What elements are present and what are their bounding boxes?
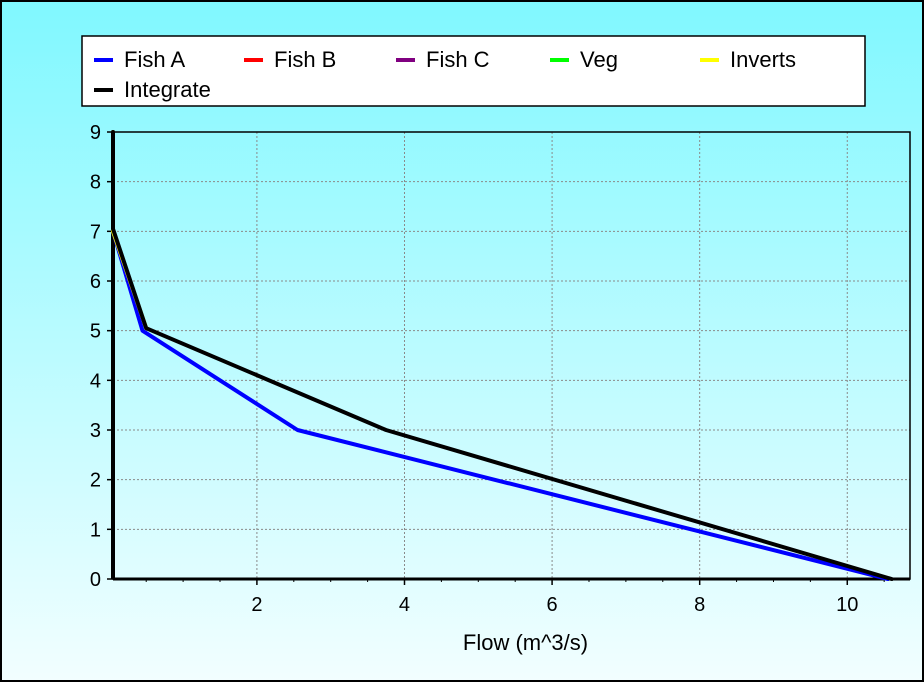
y-tick-label: 1 xyxy=(90,519,101,541)
legend-label: Integrate xyxy=(124,77,211,102)
legend-box xyxy=(81,35,866,107)
legend-label: Fish A xyxy=(124,47,185,72)
x-tick-label: 4 xyxy=(399,594,410,616)
x-axis-title: Flow (m^3/s) xyxy=(463,630,588,655)
x-tick-label: 2 xyxy=(251,594,262,616)
legend-label: Fish B xyxy=(274,47,336,72)
y-tick-label: 2 xyxy=(90,470,101,492)
x-tick-label: 6 xyxy=(547,594,558,616)
y-tick-label: 6 xyxy=(90,271,101,293)
y-tick-label: 9 xyxy=(90,122,101,144)
legend-label: Fish C xyxy=(426,47,490,72)
legend-label: Inverts xyxy=(730,47,796,72)
series-line-integrate xyxy=(111,130,894,581)
x-tick-label: 8 xyxy=(694,594,705,616)
y-tick-label: 8 xyxy=(90,172,101,194)
y-tick-label: 0 xyxy=(90,569,101,591)
y-tick-label: 3 xyxy=(90,420,101,442)
y-tick-label: 7 xyxy=(90,221,101,243)
y-tick-label: 5 xyxy=(90,321,101,343)
legend-label: Veg xyxy=(580,47,618,72)
x-tick-label: 10 xyxy=(836,594,858,616)
y-tick-label: 4 xyxy=(90,370,101,392)
